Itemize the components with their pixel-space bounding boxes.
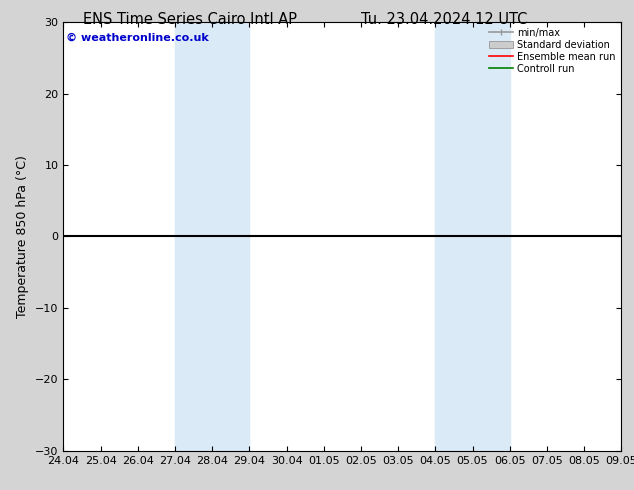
Text: ENS Time Series Cairo Intl AP: ENS Time Series Cairo Intl AP bbox=[83, 12, 297, 27]
Bar bbox=[175, 22, 249, 451]
Bar bbox=[436, 22, 510, 451]
Text: © weatheronline.co.uk: © weatheronline.co.uk bbox=[66, 33, 209, 43]
Text: Tu. 23.04.2024 12 UTC: Tu. 23.04.2024 12 UTC bbox=[361, 12, 527, 27]
Legend: min/max, Standard deviation, Ensemble mean run, Controll run: min/max, Standard deviation, Ensemble me… bbox=[485, 24, 619, 77]
Y-axis label: Temperature 850 hPa (°C): Temperature 850 hPa (°C) bbox=[16, 155, 30, 318]
